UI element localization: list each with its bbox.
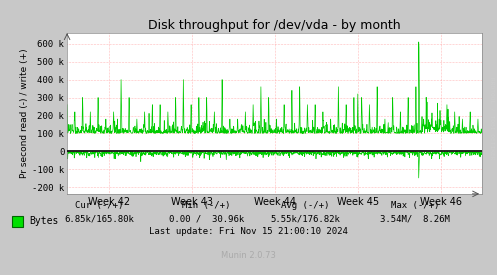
- Text: Min (-/+): Min (-/+): [182, 201, 231, 210]
- Text: Max (-/+): Max (-/+): [391, 201, 439, 210]
- Text: Avg (-/+): Avg (-/+): [281, 201, 330, 210]
- Text: RRDTOOL / TOBI OETIKER: RRDTOOL / TOBI OETIKER: [490, 77, 495, 160]
- Y-axis label: Pr second read (-) / write (+): Pr second read (-) / write (+): [20, 49, 29, 178]
- Title: Disk throughput for /dev/vda - by month: Disk throughput for /dev/vda - by month: [148, 19, 401, 32]
- Text: 0.00 /  30.96k: 0.00 / 30.96k: [168, 214, 244, 223]
- Text: Munin 2.0.73: Munin 2.0.73: [221, 252, 276, 260]
- Text: 5.55k/176.82k: 5.55k/176.82k: [271, 214, 340, 223]
- Text: Cur (-/+): Cur (-/+): [75, 201, 124, 210]
- Text: 6.85k/165.80k: 6.85k/165.80k: [65, 214, 134, 223]
- Text: Last update: Fri Nov 15 21:00:10 2024: Last update: Fri Nov 15 21:00:10 2024: [149, 227, 348, 236]
- Text: 3.54M/  8.26M: 3.54M/ 8.26M: [380, 214, 450, 223]
- Text: Bytes: Bytes: [29, 216, 59, 226]
